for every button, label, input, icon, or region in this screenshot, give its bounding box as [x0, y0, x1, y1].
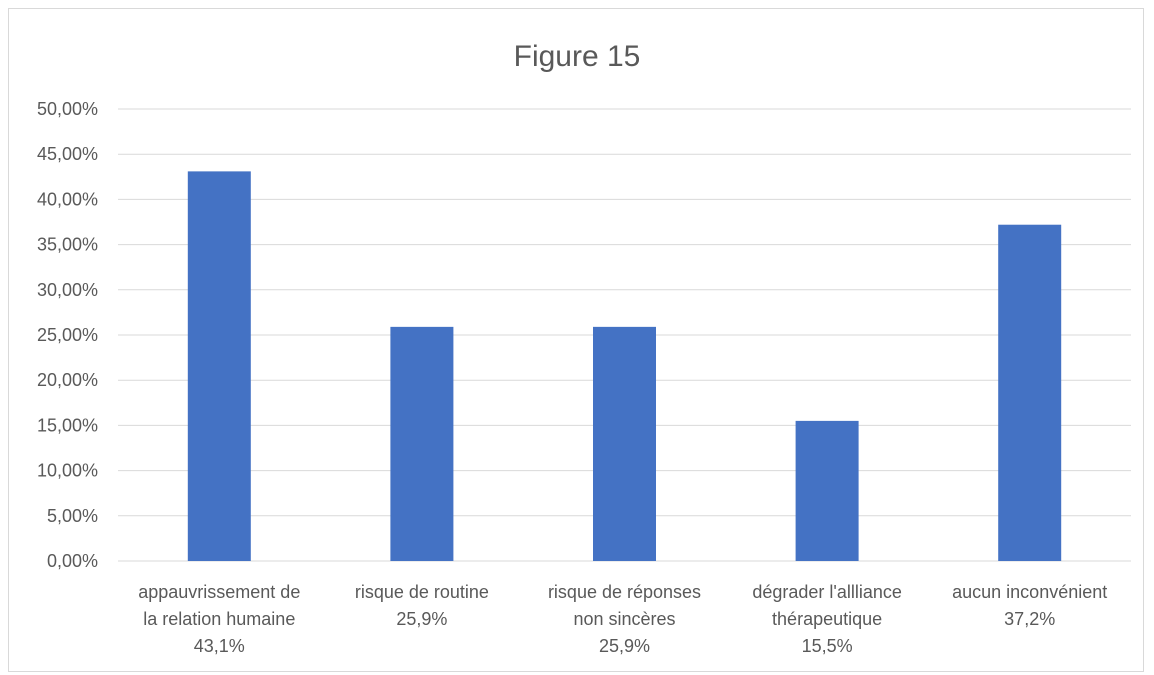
y-tick-label: 30,00%	[37, 280, 98, 300]
x-category-label: appauvrissement de	[138, 582, 300, 602]
bar	[998, 224, 1062, 561]
y-tick-label: 10,00%	[37, 461, 98, 481]
x-category-label: 15,5%	[802, 636, 853, 656]
x-category-label: 37,2%	[1004, 609, 1055, 629]
y-tick-label: 5,00%	[47, 506, 98, 526]
y-tick-label: 25,00%	[37, 325, 98, 345]
y-tick-label: 50,00%	[37, 99, 98, 119]
bar	[795, 420, 859, 561]
y-tick-label: 0,00%	[47, 551, 98, 571]
bar	[187, 171, 251, 561]
bar	[593, 326, 656, 561]
x-category-label: la relation humaine	[143, 609, 295, 629]
x-category-label: 25,9%	[396, 609, 447, 629]
chart-title: Figure 15	[513, 40, 641, 73]
x-category-label: risque de réponses	[548, 582, 701, 602]
x-category-label: 25,9%	[599, 636, 650, 656]
x-category-label: risque de routine	[355, 582, 489, 602]
x-category-label: 43,1%	[194, 636, 245, 656]
bar	[390, 326, 454, 561]
x-category-label: thérapeutique	[772, 609, 882, 629]
y-tick-label: 40,00%	[37, 189, 98, 209]
x-category-label: aucun inconvénient	[952, 582, 1107, 602]
y-tick-label: 20,00%	[37, 370, 98, 390]
y-tick-label: 45,00%	[37, 144, 98, 164]
x-category-label: dégrader l'allliance	[752, 582, 902, 602]
y-tick-label: 35,00%	[37, 235, 98, 255]
x-category-label: non sincères	[573, 609, 675, 629]
y-tick-label: 15,00%	[37, 415, 98, 435]
